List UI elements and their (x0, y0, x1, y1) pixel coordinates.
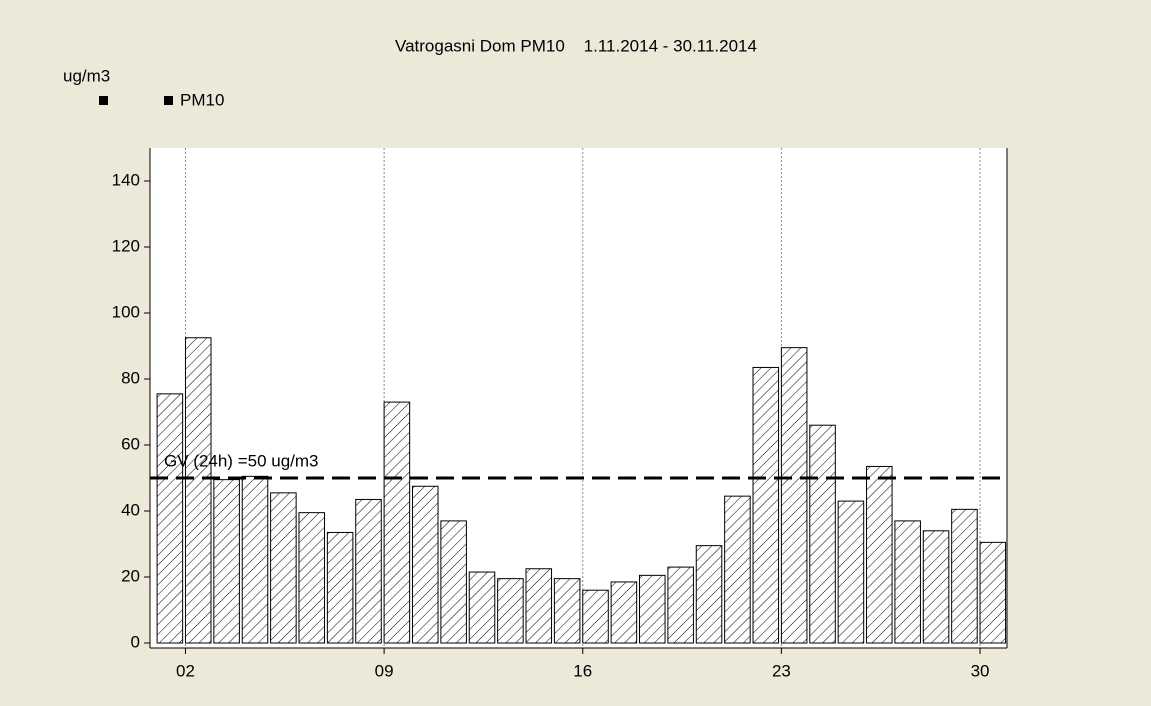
y-tick-label: 140 (112, 170, 140, 189)
legend-marker (99, 96, 108, 105)
y-tick-label: 100 (112, 302, 140, 321)
x-tick-label: 16 (573, 661, 592, 680)
y-tick-label: 0 (131, 632, 140, 651)
x-tick-label: 02 (176, 661, 195, 680)
bar (951, 508, 978, 644)
bar (213, 479, 240, 644)
bar (667, 566, 694, 644)
bar (894, 520, 921, 644)
bar (411, 485, 439, 644)
bar (184, 337, 212, 644)
bar (468, 571, 496, 644)
bar (866, 465, 893, 644)
legend-label: PM10 (180, 90, 224, 109)
bar (270, 492, 297, 644)
bar (979, 541, 1007, 644)
chart-title: Vatrogasni Dom PM10 1.11.2014 - 30.11.20… (395, 36, 757, 55)
bar (553, 578, 581, 644)
bar (156, 393, 184, 644)
bar (809, 424, 836, 644)
y-tick-label: 60 (121, 434, 140, 453)
bar (780, 347, 808, 644)
bar (724, 495, 751, 644)
y-tick-label: 40 (121, 500, 140, 519)
y-axis-label: ug/m3 (63, 66, 110, 85)
bar (383, 401, 411, 644)
bar (837, 500, 865, 644)
bar (639, 574, 666, 644)
bar (355, 498, 382, 644)
bar (298, 512, 326, 644)
bar (752, 366, 780, 644)
bar (525, 568, 553, 644)
bar (582, 589, 609, 644)
x-tick-label: 23 (772, 661, 791, 680)
bar (695, 545, 723, 644)
bar (440, 520, 467, 644)
bar (241, 475, 269, 644)
bar (326, 531, 354, 644)
y-tick-label: 20 (121, 566, 140, 585)
bar (610, 581, 638, 644)
y-tick-label: 120 (112, 236, 140, 255)
bar (497, 578, 524, 644)
x-tick-label: 09 (375, 661, 394, 680)
bar (922, 530, 950, 644)
legend-marker (164, 96, 173, 105)
x-tick-label: 30 (971, 661, 990, 680)
threshold-label: GV (24h) =50 ug/m3 (164, 451, 319, 470)
y-tick-label: 80 (121, 368, 140, 387)
